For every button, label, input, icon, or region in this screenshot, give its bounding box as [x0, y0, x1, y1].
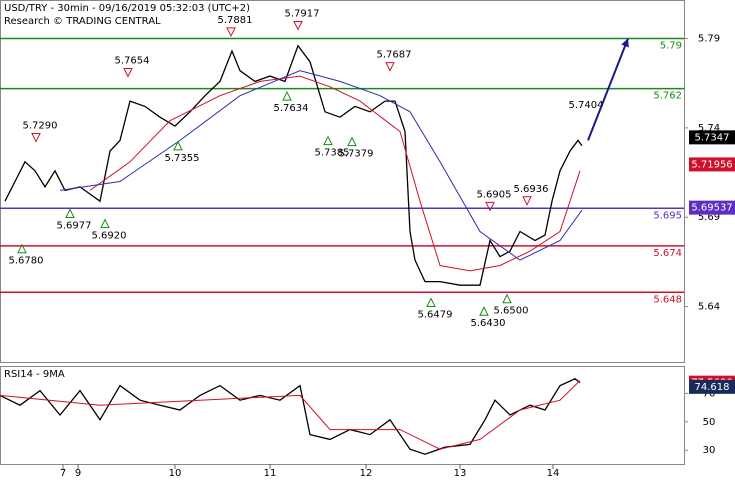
x-tick-label: 11 [264, 468, 277, 479]
series-line [0, 380, 581, 450]
low-label: 5.6479 [418, 309, 453, 320]
price-tag-label: 5.71956 [691, 159, 732, 170]
high-marker [31, 133, 41, 143]
level-label: 5.79 [660, 41, 682, 52]
high-label: 5.6936 [514, 184, 549, 195]
y-tick-label: 5.79 [698, 34, 720, 45]
series-line [59, 70, 583, 261]
low-label: 5.6920 [92, 231, 127, 242]
price-tag-label: 5.69537 [691, 203, 732, 214]
x-tick-label: 9 [75, 468, 81, 479]
rsi-panel [0, 366, 685, 465]
high-marker [485, 201, 495, 212]
level-label: 5.648 [653, 294, 682, 305]
high-marker [385, 62, 395, 72]
low-marker [426, 297, 436, 307]
high-marker [293, 20, 303, 31]
low-marker [100, 218, 110, 229]
x-tick-label: 12 [360, 468, 373, 479]
high-label: 5.7290 [23, 121, 58, 132]
level-label: 5.695 [653, 210, 682, 221]
high-label: 5.7917 [285, 8, 320, 19]
price-tag [689, 379, 735, 394]
price-panel [0, 0, 685, 363]
chart-title: USD/TRY - 30min - 09/16/2019 05:32:03 (U… [4, 3, 250, 14]
x-tick-label: 13 [454, 468, 467, 479]
chart-subtitle: Research © TRADING CENTRAL [4, 16, 161, 27]
low-label: 5.7385 [315, 148, 350, 159]
x-tick-label: 14 [547, 468, 560, 479]
low-marker [282, 90, 292, 101]
low-label: 5.7355 [165, 153, 200, 164]
y-tick-label: 5.64 [698, 302, 720, 313]
low-marker [479, 306, 489, 316]
low-marker [17, 243, 27, 254]
low-marker [502, 293, 512, 304]
high-label: 5.7881 [218, 15, 253, 26]
y-tick-label: 50 [703, 417, 716, 428]
price-tag [689, 157, 735, 172]
high-marker [123, 67, 133, 78]
x-tick-label: 10 [169, 468, 182, 479]
y-tick-label: 30 [703, 445, 716, 456]
price-tag-label: 5.7347 [695, 132, 730, 143]
arrow-head [621, 38, 629, 48]
y-tick-label: 70 [703, 388, 716, 399]
level-label: 5.762 [653, 91, 682, 102]
series-line [89, 75, 581, 272]
high-label: 5.7654 [115, 55, 150, 66]
high-marker [226, 27, 236, 38]
series-line [0, 378, 581, 455]
high-label: 5.7687 [377, 50, 412, 61]
rsi-title: RSI14 - 9MA [4, 369, 65, 380]
low-marker [347, 136, 357, 147]
x-tick-label: 7 [60, 468, 66, 479]
series-line [4, 44, 583, 286]
low-label: 5.6780 [9, 256, 44, 267]
forecast-arrow [587, 38, 629, 141]
low-label: 5.6500 [494, 306, 529, 317]
low-label: 5.6977 [57, 220, 92, 231]
price-tag [689, 200, 735, 215]
low-label: 5.7379 [339, 149, 374, 160]
level-label: 5.674 [653, 248, 682, 259]
low-marker [65, 208, 75, 218]
low-label: 5.7634 [274, 103, 309, 114]
high-label: 5.6905 [477, 189, 512, 200]
low-marker [173, 140, 183, 151]
price-tag-label: 74.618 [695, 382, 730, 393]
price-tag [689, 130, 735, 145]
y-tick-label: 5.69 [698, 212, 720, 223]
note-label: 5.7404 [569, 100, 604, 111]
high-marker [522, 196, 532, 206]
low-label: 5.6430 [471, 318, 506, 329]
low-marker [323, 135, 333, 146]
y-tick-label: 5.74 [698, 123, 720, 134]
